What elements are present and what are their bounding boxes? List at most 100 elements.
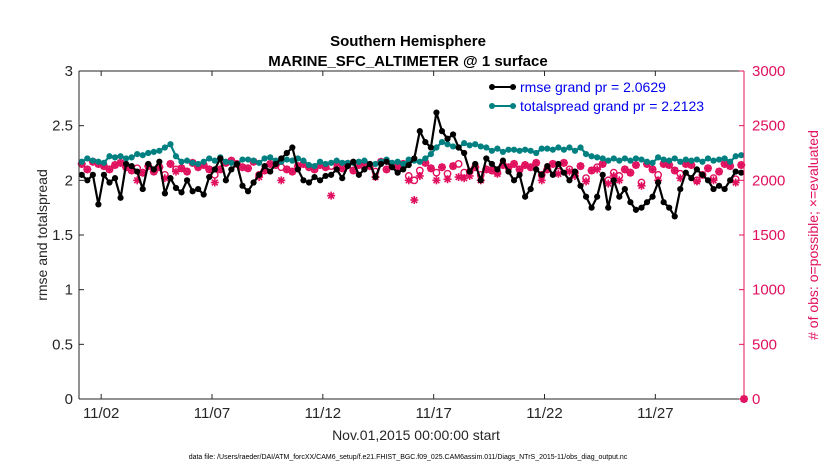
totalspread-point-107 [671,155,678,162]
rmse-point-99 [627,199,634,206]
nused-marker-101-d2 [638,182,645,190]
rmse-point-119 [738,169,745,176]
rmse-point-117 [727,177,734,184]
rmse-point-72 [477,177,484,184]
nused-marker-80-d2 [521,161,529,169]
totalspread-point-97 [616,157,623,164]
totalspread-point-108 [677,158,684,165]
nused-marker-95-d2 [604,180,612,188]
y-tick-label-6: 3 [65,63,73,80]
rmse-point-0 [78,171,85,178]
x-tick-label-4: 11/22 [526,405,562,422]
totalspread-point-96 [610,155,617,162]
nused-marker-103 [648,165,657,174]
nused-marker-23-d2 [205,165,213,173]
totalspread-point-100 [632,155,640,162]
rmse-point-63 [427,144,434,151]
totalspread-point-88 [566,144,573,151]
rmse-point-46 [333,166,340,173]
y-tick-label-1: 0.5 [52,336,73,353]
y-tick-label-2: 1 [65,282,73,299]
rmse-point-50 [355,171,362,178]
totalspread-point-69 [461,140,468,147]
totalspread-point-92 [588,153,595,160]
rmse-point-45 [328,171,335,178]
rmse-point-118 [732,168,739,175]
rmse-point-25 [217,155,224,162]
rmse-point-109 [682,169,689,176]
rmse-point-94 [599,171,606,178]
totalspread-point-75 [494,145,501,152]
totalspread-point-72 [477,143,484,150]
nused-marker-98 [620,165,629,174]
nused-marker-63 [426,164,435,173]
nused-marker-16 [166,159,175,168]
totalspread-point-66 [444,141,451,148]
totalspread-point-58 [400,160,407,168]
rmse-point-74 [488,160,495,168]
nused-marker-115 [715,167,724,176]
nused-marker-61-d2 [416,172,424,180]
rmse-point-10 [134,168,141,175]
totalspread-point-57 [394,158,401,165]
rmse-point-114 [710,185,717,193]
rmse-point-20 [189,188,196,195]
plot-area [79,71,744,399]
nused-marker-74-d2 [488,167,496,174]
totalspread-point-42 [311,163,318,170]
nused-marker-24 [210,178,219,187]
nused-marker-91-d2 [582,177,590,185]
nused-marker-19-d2 [183,168,191,176]
totalspread-point-3 [95,158,102,165]
rmse-point-19 [183,177,191,184]
totalspread-point-64 [433,144,440,151]
nused-marker-108-d2 [676,174,684,182]
nused-marker-88-d2 [565,168,573,176]
x-tick-label-5: 11/27 [637,405,673,422]
totalspread-point-7 [117,153,124,160]
nused-marker-59-d2 [405,176,413,184]
rmse-point-13 [150,166,157,173]
rmse-point-36 [278,155,285,162]
rmse-point-59 [405,161,412,169]
totalspread-point-30 [244,156,252,163]
rmse-point-71 [472,160,479,168]
nused-marker-78 [510,159,519,168]
rmse-point-65 [438,128,446,135]
rmse-point-87 [560,169,567,176]
nused-marker-59 [404,176,413,185]
nused-marker-99-d2 [626,169,634,177]
nused-marker-113 [703,164,712,173]
totalspread-point-84 [544,145,551,152]
nused-marker-34-d2 [266,160,274,168]
rmse-point-23 [206,173,213,181]
rmse-point-84 [544,163,551,170]
totalspread-point-1 [84,155,91,162]
nused-marker-55 [382,165,391,174]
nused-marker-37-d2 [283,165,291,173]
nused-marker-109-d2 [682,160,690,168]
nused-marker-82-d2 [532,159,540,167]
y-axis-label: rmse and totalspread [34,169,50,301]
nused-marker-30-d2 [244,164,252,172]
totalspread-point-80 [522,146,529,153]
totalspread-point-65 [438,138,446,146]
nused-marker-1 [83,165,92,174]
y-right-tick-label-2: 1000 [752,282,785,299]
footer-datafile: data file: /Users/raeder/DAI/ATM_forcXX/… [189,454,628,461]
totalspread-point-98 [621,155,628,162]
totalspread-point-8 [123,155,130,162]
nused-marker-97-d2 [615,176,623,184]
totalspread-point-37 [283,156,290,163]
totalspread-point-34 [267,154,274,161]
totalspread-point-118 [732,153,739,160]
nused-marker-96-d2 [610,172,618,180]
totalspread-point-119 [738,152,745,159]
rmse-point-79 [516,171,523,178]
nused-marker-87-d2 [560,159,568,167]
nused-marker-45 [327,191,336,200]
rmse-point-31 [250,179,257,186]
rmse-point-97 [616,193,623,200]
y-tick-label-0: 0 [65,391,73,408]
nused-marker-36 [277,176,286,185]
